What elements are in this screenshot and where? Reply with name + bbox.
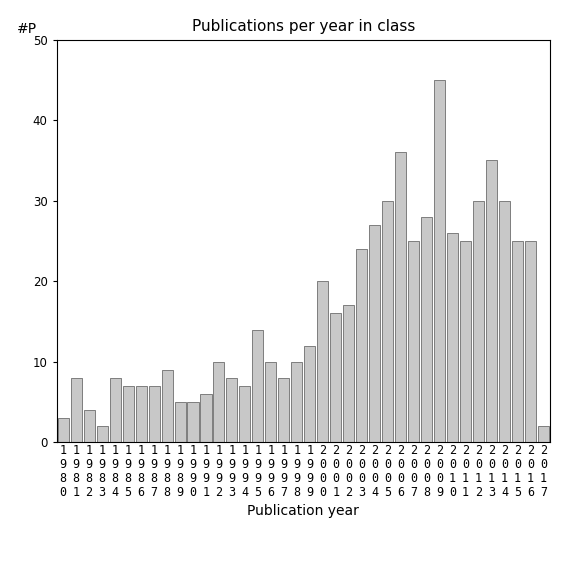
- Title: Publications per year in class: Publications per year in class: [192, 19, 415, 35]
- Bar: [421, 217, 432, 442]
- Bar: [304, 346, 315, 442]
- Bar: [382, 201, 393, 442]
- Bar: [71, 378, 82, 442]
- Bar: [84, 410, 95, 442]
- Bar: [369, 225, 380, 442]
- Bar: [239, 386, 251, 442]
- Bar: [96, 426, 108, 442]
- Bar: [447, 233, 458, 442]
- Bar: [331, 314, 341, 442]
- Bar: [162, 370, 172, 442]
- Bar: [486, 160, 497, 442]
- Bar: [58, 418, 69, 442]
- Bar: [201, 394, 211, 442]
- Bar: [356, 249, 367, 442]
- Bar: [265, 362, 276, 442]
- Bar: [291, 362, 302, 442]
- X-axis label: Publication year: Publication year: [247, 504, 359, 518]
- Bar: [278, 378, 289, 442]
- Bar: [538, 426, 549, 442]
- Bar: [408, 241, 419, 442]
- Bar: [525, 241, 536, 442]
- Bar: [213, 362, 225, 442]
- Bar: [149, 386, 159, 442]
- Bar: [188, 402, 198, 442]
- Bar: [343, 306, 354, 442]
- Bar: [318, 281, 328, 442]
- Bar: [136, 386, 147, 442]
- Bar: [434, 80, 445, 442]
- Bar: [473, 201, 484, 442]
- Bar: [512, 241, 523, 442]
- Bar: [122, 386, 134, 442]
- Bar: [226, 378, 238, 442]
- Bar: [109, 378, 121, 442]
- Bar: [395, 153, 406, 442]
- Bar: [252, 329, 264, 442]
- Y-axis label: #P: #P: [17, 22, 37, 36]
- Bar: [499, 201, 510, 442]
- Bar: [175, 402, 185, 442]
- Bar: [460, 241, 471, 442]
